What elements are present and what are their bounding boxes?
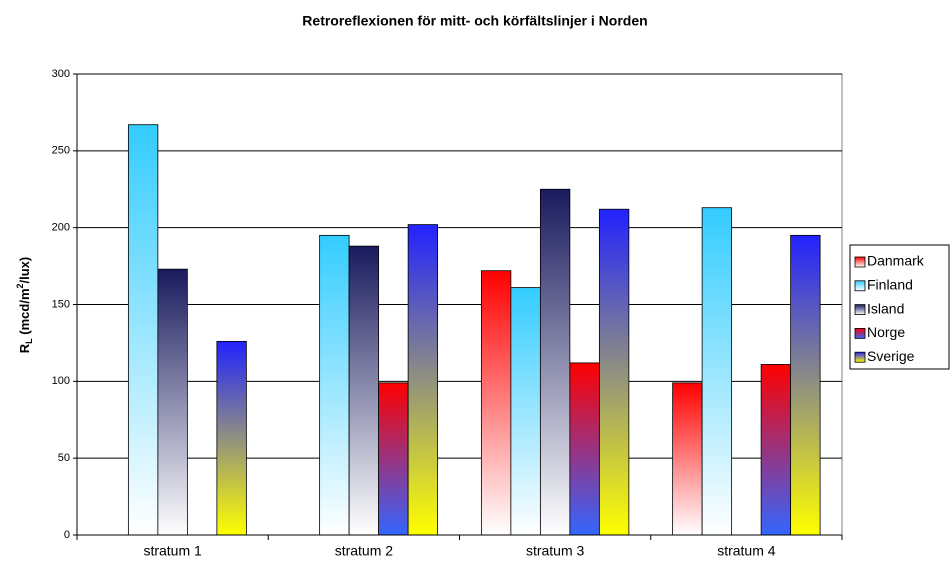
bar <box>760 364 792 536</box>
legend-label: Sverige <box>867 348 915 364</box>
bar <box>510 287 541 536</box>
y-tick-label: 0 <box>64 529 70 541</box>
bar <box>701 207 733 536</box>
legend-swatch <box>854 304 866 316</box>
y-label-part: R <box>17 343 32 353</box>
y-tick-label: 300 <box>52 68 70 80</box>
y-label-part: /lux) <box>17 257 32 284</box>
x-tick-label: stratum 4 <box>717 543 776 559</box>
legend-label: Island <box>867 300 904 316</box>
bar <box>378 382 409 536</box>
y-label-part: 2 <box>15 283 25 288</box>
legend-swatch <box>854 327 866 339</box>
bar <box>539 188 571 536</box>
y-tick-label: 100 <box>52 375 70 387</box>
bar <box>157 268 188 536</box>
y-tick-label: 150 <box>52 298 70 310</box>
legend-swatch <box>854 256 866 268</box>
y-axis-label: RL (mcd/m2/lux) <box>15 257 34 353</box>
legend-label: Finland <box>867 277 913 293</box>
bar <box>127 124 159 536</box>
bar <box>480 270 512 536</box>
y-tick-label: 250 <box>52 145 70 157</box>
bar <box>348 245 380 536</box>
legend-label: Norge <box>867 324 905 340</box>
bar <box>598 208 630 536</box>
x-tick-label: stratum 1 <box>143 543 202 559</box>
bar <box>407 224 439 536</box>
legend-swatch <box>854 351 866 363</box>
y-label-part: L <box>24 338 34 344</box>
x-tick-label: stratum 2 <box>335 543 394 559</box>
bar <box>569 362 600 536</box>
legend-label: Danmark <box>867 253 925 269</box>
x-tick-label: stratum 3 <box>526 543 585 559</box>
y-tick-label: 200 <box>52 222 70 234</box>
legend-box <box>849 244 950 370</box>
y-label-part: (mcd/m <box>17 289 32 339</box>
y-tick-label: 50 <box>58 452 70 464</box>
legend-swatch <box>854 280 866 292</box>
bar <box>319 234 350 536</box>
bar <box>216 340 247 536</box>
bar <box>672 382 703 536</box>
chart-title: Retroreflexionen för mitt- och körfältsl… <box>302 13 647 29</box>
bar <box>790 234 821 536</box>
